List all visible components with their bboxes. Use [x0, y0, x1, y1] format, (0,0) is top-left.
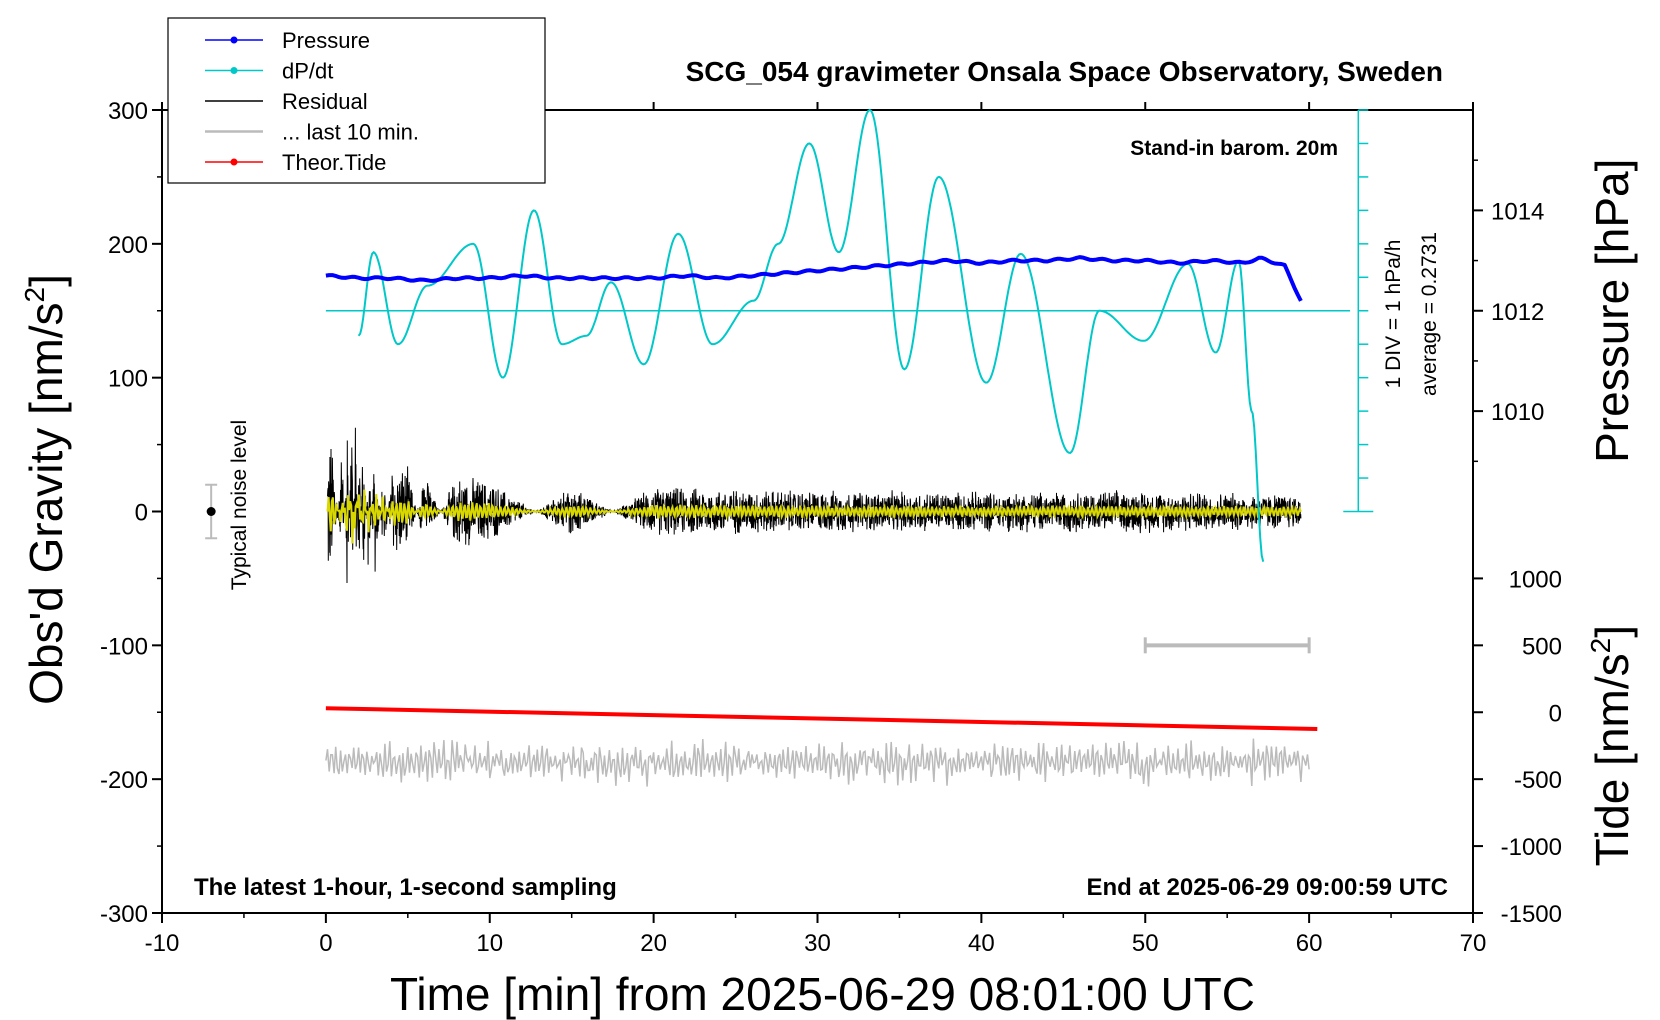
- tide-line: [325, 706, 1318, 731]
- y-tick-label: -300: [100, 901, 148, 928]
- x-tick-label: 70: [1460, 930, 1487, 957]
- y-tick-label: -200: [100, 767, 148, 794]
- tide-tick-label: 0: [1549, 700, 1562, 727]
- tide-tick-label: 1000: [1509, 566, 1562, 593]
- y-axis-label: Obs'd Gravity [nm/s2]: [19, 274, 72, 705]
- x-tick-label: 10: [476, 930, 503, 957]
- stand-in-note: Stand-in barom. 20m: [1130, 137, 1338, 160]
- noise-dot: [206, 507, 216, 516]
- tide-tick-label: -1500: [1501, 901, 1562, 928]
- pressure-line: [325, 255, 1303, 302]
- y-tick-label: -100: [100, 633, 148, 660]
- x-tick-label: 20: [640, 930, 667, 957]
- y-tick-label: 300: [108, 98, 148, 125]
- x-tick-label: -10: [145, 930, 180, 957]
- x-tick-label: 50: [1132, 930, 1159, 957]
- x-axis-label: Time [min] from 2025-06-29 08:01:00 UTC: [390, 968, 1255, 1020]
- x-tick-label: 0: [319, 930, 332, 957]
- legend-label-0: Pressure: [282, 28, 370, 53]
- legend: Pressure dP/dt Residual ... last 10 min. The…: [167, 17, 546, 184]
- residual-smoothed-line: [326, 489, 1302, 544]
- pressure-axis-label: Pressure [hPa]: [1586, 159, 1638, 463]
- legend-marker-0: [230, 36, 238, 44]
- tide-axis-label: Tide [nm/s2]: [1585, 625, 1638, 866]
- last10-line: [325, 738, 1310, 787]
- end-time-note: End at 2025-06-29 09:00:59 UTC: [1087, 874, 1449, 901]
- legend-label-1: dP/dt: [282, 59, 333, 84]
- chart-title: SCG_054 gravimeter Onsala Space Observat…: [686, 56, 1443, 87]
- x-tick-label: 60: [1296, 930, 1323, 957]
- legend-label-3: ... last 10 min.: [282, 120, 419, 145]
- y-tick-label: 0: [135, 500, 148, 527]
- sampling-note: The latest 1-hour, 1-second sampling: [194, 874, 617, 901]
- tide-tick-label: 500: [1522, 633, 1562, 660]
- pressure-tick-label: 1014: [1491, 198, 1544, 225]
- x-tick-label: 40: [968, 930, 995, 957]
- legend-label-4: Theor.Tide: [282, 150, 386, 175]
- tide-tick-label: -1000: [1501, 834, 1562, 861]
- legend-marker-4: [230, 158, 238, 166]
- legend-label-2: Residual: [282, 89, 368, 114]
- dpdt-div-label: 1 DIV = 1 hPa/h: [1382, 240, 1405, 389]
- y-tick-label: 200: [108, 232, 148, 259]
- x-tick-label: 30: [804, 930, 831, 957]
- legend-marker-1: [230, 67, 238, 74]
- dpdt-line: [357, 108, 1265, 562]
- noise-label: Typical noise level: [228, 420, 251, 590]
- dpdt-average-label: average = 0.2731: [1418, 232, 1441, 396]
- pressure-tick-label: 1010: [1491, 399, 1544, 426]
- y-tick-label: 100: [108, 366, 148, 393]
- tide-tick-label: -500: [1514, 767, 1562, 794]
- pressure-tick-label: 1012: [1491, 299, 1544, 326]
